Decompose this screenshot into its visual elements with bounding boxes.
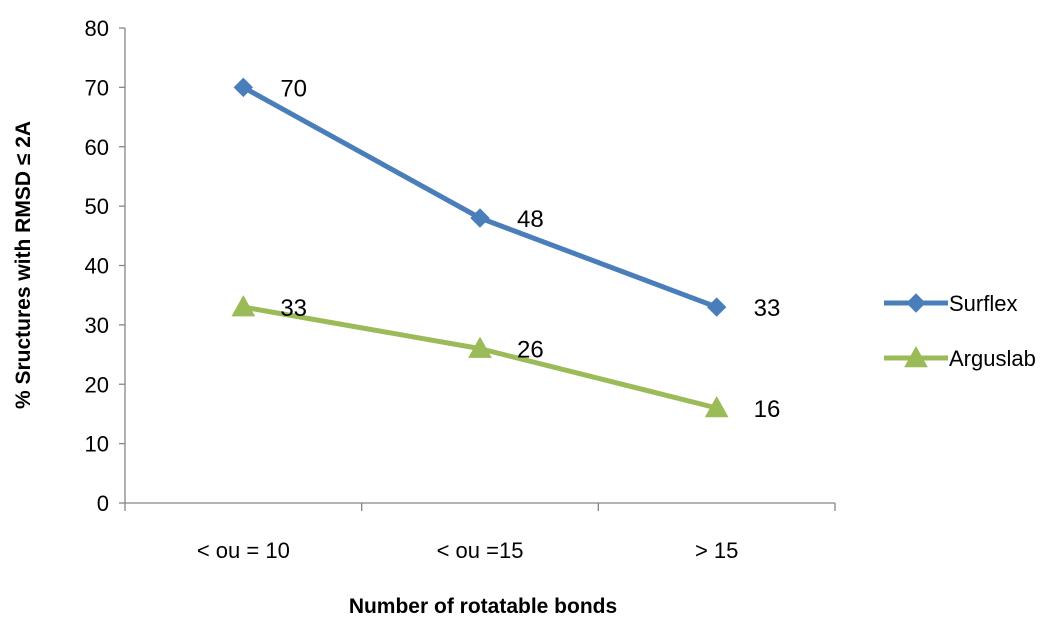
y-tick-label: 20 (85, 372, 109, 397)
data-label-surflex: 48 (517, 206, 544, 233)
y-tick-label: 40 (85, 254, 109, 279)
x-axis-title: Number of rotatable bonds (349, 595, 617, 618)
y-tick-label: 50 (85, 194, 109, 219)
x-tick-label: > 15 (695, 538, 738, 563)
y-tick-label: 30 (85, 313, 109, 338)
x-tick-label: < ou = 10 (197, 538, 290, 563)
legend-label-surflex: Surflex (949, 291, 1017, 316)
legend-marker-arguslab (904, 345, 928, 368)
data-label-arguslab: 16 (754, 396, 781, 423)
legend-label-arguslab: Arguslab (949, 346, 1036, 371)
y-axis-title: % Sructures with RMSD ≤ 2A (12, 121, 35, 409)
data-label-surflex: 70 (280, 75, 307, 102)
x-tick-label: < ou =15 (437, 538, 524, 563)
data-point-surflex (233, 77, 254, 98)
data-point-arguslab (231, 295, 256, 317)
data-label-arguslab: 33 (280, 295, 307, 322)
data-label-arguslab: 26 (517, 337, 544, 364)
data-point-surflex (470, 208, 490, 228)
data-label-surflex: 33 (754, 295, 781, 322)
data-point-arguslab (468, 336, 492, 358)
data-point-surflex (706, 297, 727, 317)
y-tick-label: 70 (85, 75, 109, 100)
y-tick-label: 60 (85, 135, 109, 160)
y-tick-label: 0 (97, 491, 109, 516)
y-tick-label: 10 (85, 432, 109, 457)
legend-marker-surflex (906, 293, 926, 313)
data-point-arguslab (704, 395, 729, 418)
y-tick-label: 80 (85, 16, 109, 41)
series-line-surflex (242, 85, 718, 310)
